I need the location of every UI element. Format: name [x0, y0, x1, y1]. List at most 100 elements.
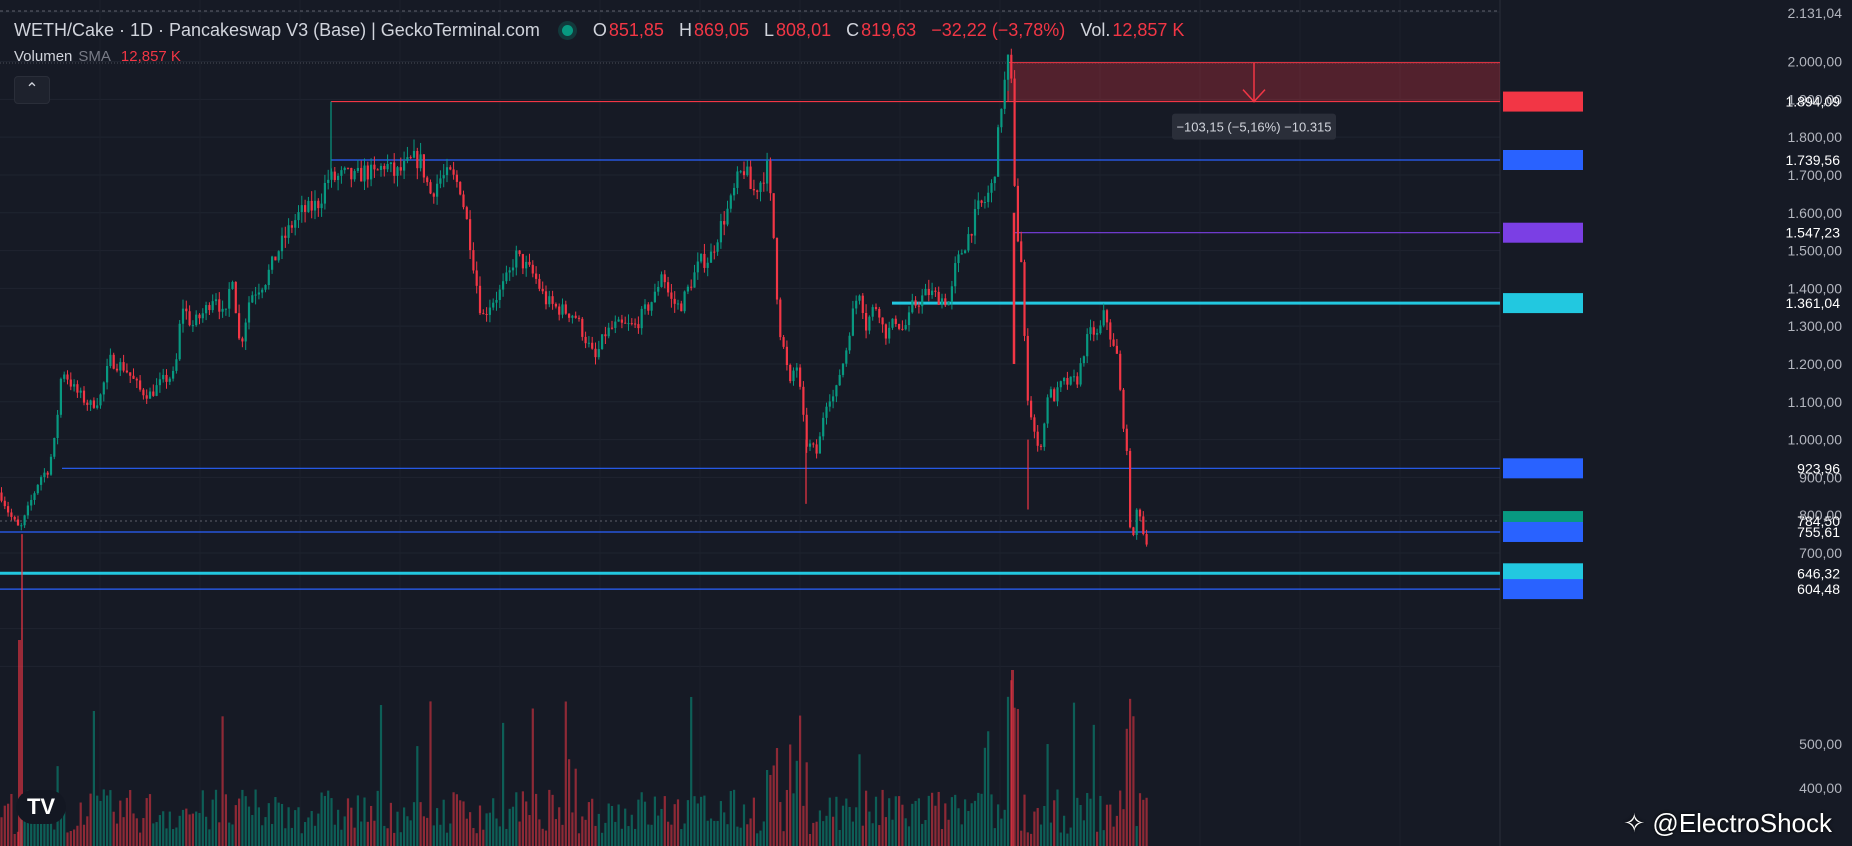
axis-background	[1501, 0, 1852, 846]
candle-body	[56, 414, 59, 439]
volume-bar	[673, 804, 676, 846]
volume-bar	[1089, 798, 1092, 846]
volume-bar	[429, 701, 432, 846]
candle-body	[353, 170, 356, 180]
candle-body	[287, 225, 290, 238]
volume-bar	[1059, 832, 1062, 846]
volume-bar	[307, 817, 310, 846]
axis-tick-label: 800,00	[1799, 507, 1842, 523]
candle-body	[280, 235, 284, 252]
candle-body	[696, 261, 699, 273]
volume-bar	[564, 701, 567, 846]
tradingview-logo[interactable]: TV	[16, 790, 66, 824]
volume-bar	[1086, 793, 1089, 846]
symbol-title[interactable]: WETH/Cake · 1D · Pancakeswap V3 (Base) |…	[14, 19, 540, 40]
price-label: 755,61	[1797, 524, 1840, 540]
axis-tick-label: 700,00	[1799, 545, 1842, 561]
candle-body	[729, 195, 732, 209]
candle-body	[333, 171, 336, 180]
volume-bar	[924, 820, 927, 846]
volume-bar	[7, 803, 10, 846]
volume-bar	[607, 803, 610, 846]
candle-body	[1142, 516, 1145, 535]
candle-body	[247, 302, 251, 323]
volume-bar	[416, 746, 419, 846]
price-label-badge	[1503, 222, 1583, 243]
diamond-icon: ✧	[1623, 808, 1646, 838]
volume-bar	[178, 815, 181, 846]
candle-body	[1125, 428, 1128, 451]
candle-body	[86, 402, 89, 405]
price-label: 923,96	[1797, 460, 1840, 476]
market-status-icon	[561, 24, 573, 36]
candle-body	[1020, 241, 1023, 263]
axis-tick-label: 1.700,00	[1788, 167, 1843, 183]
volume-bar	[1119, 790, 1122, 846]
horizontal-lines[interactable]	[0, 62, 1500, 590]
candle-body	[871, 307, 874, 317]
candle-body	[1039, 445, 1043, 447]
candle-body	[442, 175, 445, 179]
volume-bar	[353, 827, 356, 846]
candle-body	[214, 299, 218, 302]
candle-body	[181, 308, 185, 324]
volume-bar	[881, 789, 884, 846]
candle-body	[789, 364, 792, 382]
candle-body	[419, 154, 422, 169]
volume-bar	[330, 798, 333, 846]
volume-bar	[340, 829, 343, 846]
candle-body	[148, 391, 152, 399]
candle-body	[848, 335, 851, 351]
volume-bar	[756, 833, 759, 846]
volume-bar	[495, 818, 498, 846]
candle-body	[799, 367, 802, 387]
volume-bar	[106, 795, 109, 846]
candle-body	[970, 234, 973, 236]
candle-body	[874, 307, 878, 309]
candle-body	[244, 322, 247, 342]
candle-body	[40, 477, 43, 485]
volume-indicator-type: SMA	[78, 48, 111, 65]
candle-body	[432, 193, 435, 197]
volume-bar	[1092, 724, 1095, 846]
volume-bar	[759, 830, 762, 846]
candle-body	[1112, 339, 1115, 346]
candle-body	[1063, 377, 1066, 382]
price-axis[interactable]: 2.131,04 2.000,00 1.900,00 1.800,00 1.700,00…	[1501, 0, 1852, 846]
volume-bar	[766, 769, 769, 846]
candle-body	[541, 288, 544, 292]
volume-bar	[3, 805, 6, 846]
candle-body	[795, 367, 798, 371]
volume-bar	[59, 800, 62, 846]
candle-body	[459, 181, 462, 195]
volume-bar	[538, 819, 541, 846]
candle-body	[1115, 345, 1118, 354]
candle-body	[472, 250, 475, 271]
volume-bar	[597, 813, 600, 846]
volume-bar	[868, 811, 871, 846]
volume-bar	[406, 816, 409, 846]
candle-body	[762, 182, 765, 184]
candle-body	[805, 414, 808, 447]
price-label: 1.361,04	[1786, 295, 1841, 311]
volume-bar	[152, 823, 155, 846]
price-label-badge	[1503, 521, 1583, 542]
grid-lines	[0, 0, 1501, 846]
volume-bar	[742, 804, 746, 846]
candle-body	[409, 157, 412, 159]
volume-bar	[0, 817, 3, 846]
price-label: 646,32	[1797, 565, 1840, 581]
volume-bar	[287, 807, 290, 846]
volume-bar	[363, 797, 366, 846]
volume-indicator-legend[interactable]: Volumen SMA 12,857 K	[14, 48, 181, 65]
open-label: O	[592, 19, 607, 40]
volume-bar	[990, 794, 993, 846]
collapse-legend-button[interactable]: ⌃	[14, 76, 50, 104]
candle-body	[1006, 54, 1010, 80]
volume-bar	[122, 817, 125, 846]
candle-body	[69, 379, 72, 387]
candle-body	[914, 300, 917, 306]
candle-body	[1086, 334, 1089, 357]
candle-body	[191, 325, 194, 327]
